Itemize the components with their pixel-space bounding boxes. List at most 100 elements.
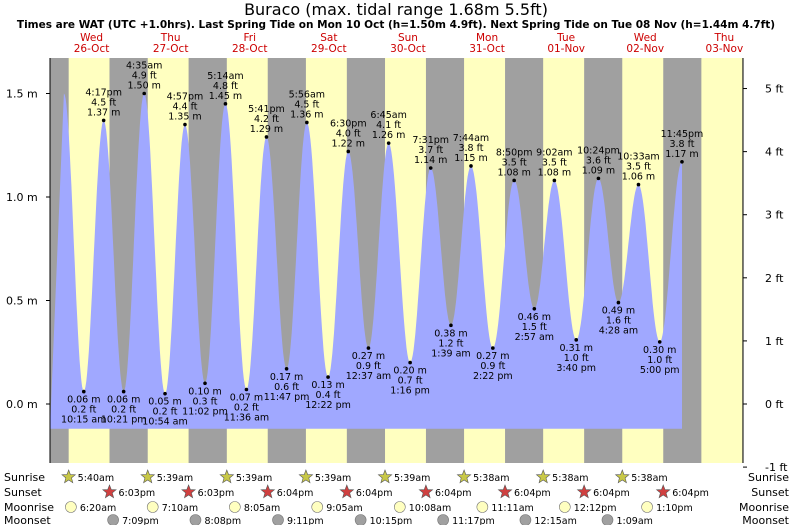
tide-time-label: 12:22 pm (305, 400, 351, 411)
moonrise-time-label: 10:08am (409, 503, 451, 514)
day-name-label: Thu (160, 32, 181, 44)
moonset-icon (601, 514, 614, 525)
tide-height-ft-label: 4.5 ft (294, 99, 319, 110)
tide-height-m-label: 0.05 m (148, 397, 181, 408)
tide-height-ft-label: 0.4 ft (316, 390, 341, 401)
row-label-right: Moonrise (739, 501, 789, 514)
moonrise-time-label: 8:05am (244, 503, 280, 514)
moonrise-time-label: 11:11am (491, 503, 533, 514)
sunset-icon (339, 484, 355, 499)
sunrise-icon (140, 469, 156, 484)
right-tick-label: 1 ft (765, 335, 784, 348)
chart-subtitle: Times are WAT (UTC +1.0hrs). Last Spring… (17, 19, 775, 31)
tide-point (469, 164, 473, 168)
tide-point (552, 178, 557, 183)
tide-height-ft-label: 4.1 ft (376, 120, 401, 131)
day-date-label: 02-Nov (626, 43, 664, 55)
sun-moon-events: Sunrise Sunrise Sunset Sunset Moonrise Moonri… (4, 469, 790, 525)
sunrise-icon (456, 469, 472, 484)
sunrise-time-label: 5:38am (473, 473, 509, 484)
sunrise-time-label: 5:38am (631, 473, 667, 484)
tide-point (532, 306, 537, 311)
moonset-icon (437, 514, 449, 525)
day-name-label: Fri (243, 32, 256, 44)
sunset-time-label: 6:04pm (672, 488, 709, 499)
tide-time-label: 4:35am (126, 61, 162, 72)
sunset-time-label: 6:03pm (198, 488, 235, 499)
left-tick-label: 1.0 m (6, 191, 38, 204)
left-tick-label: 1.5 m (6, 88, 38, 101)
tide-height-m-label: 0.27 m (476, 351, 509, 362)
tide-point (183, 122, 187, 127)
day-date-label: 31-Oct (469, 43, 505, 55)
tide-height-ft-label: 0.6 ft (274, 382, 299, 393)
tide-height-m-label: 1.17 m (665, 149, 698, 160)
tide-height-m-label: 1.08 m (497, 167, 530, 178)
tide-height-m-label: 1.15 m (454, 153, 487, 164)
moonrise-time-label: 6:20am (80, 503, 116, 514)
tide-height-m-label: 0.30 m (643, 345, 676, 356)
tide-point (491, 346, 495, 350)
moonrise-time-label: 9:05am (326, 503, 362, 514)
tide-height-ft-label: 0.2 ft (153, 407, 178, 418)
row-label-right: Sunset (751, 486, 789, 499)
moonrise-time-label: 7:10am (162, 503, 198, 514)
day-name-label: Mon (476, 32, 498, 44)
moonset-time-label: 9:11pm (287, 516, 324, 525)
tide-point (428, 166, 433, 170)
day-name-label: Thu (713, 32, 734, 44)
right-tick-label: 0 ft (765, 398, 784, 411)
tide-height-ft-label: 3.8 ft (669, 139, 694, 150)
sunrise-time-label: 5:40am (78, 473, 114, 484)
chart-title: Buraco (max. tidal range 1.68m 5.5ft) (244, 0, 548, 19)
day-name-label: Tue (556, 32, 575, 44)
tide-height-ft-label: 3.5 ft (542, 157, 567, 168)
tide-point (284, 367, 289, 371)
day-date-label: 28-Oct (232, 43, 268, 55)
right-tick-label: 2 ft (765, 272, 784, 285)
tide-height-ft-label: 1.0 ft (647, 355, 672, 366)
tide-height-m-label: 1.09 m (582, 165, 615, 176)
day-date-label: 01-Nov (547, 43, 585, 55)
tide-time-label: 11:36 am (224, 413, 269, 424)
tide-height-m-label: 0.20 m (393, 366, 426, 377)
tide-height-m-label: 0.17 m (270, 372, 303, 383)
tide-time-label: 6:30pm (330, 118, 367, 129)
day-name-label: Sat (320, 32, 337, 44)
tide-curve (50, 93, 682, 429)
tide-point (223, 102, 228, 106)
moonset-icon (354, 514, 367, 525)
tide-point (244, 387, 249, 392)
tide-point (203, 381, 207, 386)
sunrise-icon (377, 469, 393, 484)
tide-height-m-label: 0.38 m (434, 328, 467, 339)
tide-point (121, 389, 126, 394)
tide-height-ft-label: 0.9 ft (356, 361, 381, 372)
tide-height-ft-label: 4.4 ft (172, 102, 197, 113)
sunset-time-label: 6:03pm (118, 488, 155, 499)
tide-height-m-label: 1.35 m (168, 112, 201, 123)
tide-point (574, 338, 579, 342)
tide-time-label: 8:50pm (496, 147, 533, 158)
sunrise-icon (298, 469, 314, 484)
tide-point (264, 135, 269, 139)
day-date-label: 27-Oct (153, 43, 189, 55)
moonset-icon (189, 514, 202, 525)
sunset-icon (655, 484, 671, 499)
tide-point (163, 391, 167, 396)
sunset-time-label: 6:04pm (435, 488, 472, 499)
tide-time-label: 5:56am (289, 89, 325, 100)
tide-height-m-label: 0.31 m (560, 343, 593, 354)
moonrise-icon (641, 501, 653, 513)
tide-height-m-label: 1.22 m (332, 138, 365, 149)
tide-time-label: 4:17pm (85, 87, 122, 98)
tide-height-ft-label: 3.5 ft (502, 157, 527, 168)
tide-time-label: 4:28 am (599, 326, 638, 337)
tide-time-label: 3:40 pm (556, 363, 596, 374)
tide-height-ft-label: 0.2 ft (111, 405, 136, 416)
tide-point (346, 149, 351, 154)
tide-height-ft-label: 0.2 ft (234, 403, 259, 414)
right-tick-label: 3 ft (765, 209, 784, 222)
row-label-left: Sunrise (4, 471, 45, 484)
